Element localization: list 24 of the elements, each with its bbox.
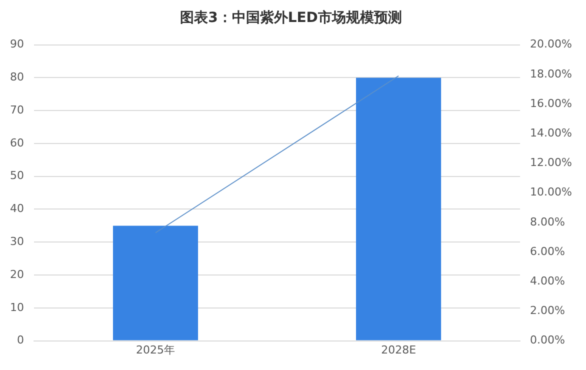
y2-tick-label: 2.00%	[530, 304, 566, 318]
y-tick-label: 30	[10, 234, 24, 248]
y2-tick-label: 14.00%	[530, 126, 572, 140]
y2-tick-label: 20.00%	[530, 38, 572, 51]
y2-tick-label: 8.00%	[530, 215, 566, 228]
y2-tick-label: 10.00%	[530, 186, 572, 199]
y2-tick-label: 0.00%	[530, 334, 566, 347]
y-tick-label: 90	[10, 38, 24, 51]
y2-tick-label: 4.00%	[530, 274, 566, 288]
chart-title: 图表3：中国紫外LED市场规模预测	[180, 9, 402, 26]
y-tick-label: 60	[10, 136, 24, 150]
y-tick-label: 40	[10, 202, 24, 216]
y-tick-label: 20	[10, 268, 24, 281]
y-tick-label: 80	[10, 70, 24, 84]
x-tick-label: 2025年	[136, 343, 176, 356]
y2-tick-label: 6.00%	[530, 244, 566, 258]
y-tick-label: 0	[16, 334, 24, 347]
y-tick-label: 70	[10, 103, 24, 116]
y2-tick-label: 18.00%	[530, 67, 572, 80]
y2-tick-label: 16.00%	[530, 96, 572, 110]
y-tick-label: 10	[10, 300, 24, 314]
x-tick-label: 2028E	[381, 343, 416, 356]
y2-tick-label: 12.00%	[530, 156, 572, 170]
y-tick-label: 50	[10, 169, 24, 182]
